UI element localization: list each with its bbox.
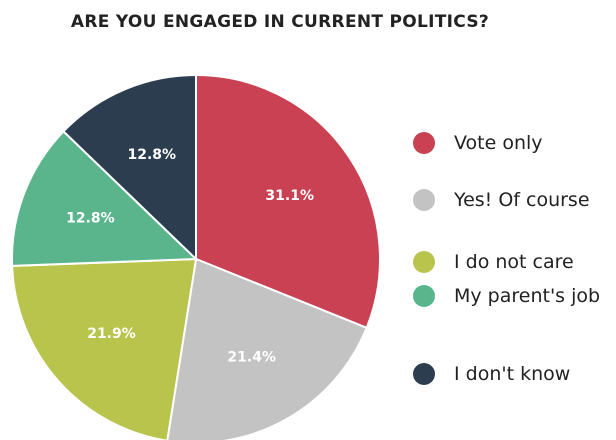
legend-label: Yes! Of course bbox=[454, 189, 590, 211]
legend-label: Vote only bbox=[454, 132, 543, 154]
pie-slice bbox=[195, 73, 381, 330]
legend-item: My parent's job bbox=[413, 285, 600, 307]
chart-title: ARE YOU ENGAGED IN CURRENT POLITICS? bbox=[70, 12, 490, 32]
pie-slice bbox=[11, 257, 198, 440]
pie-slices bbox=[11, 73, 381, 440]
pie-slice bbox=[11, 129, 199, 267]
legend-swatch bbox=[413, 132, 435, 154]
slice-value-label: 12.8% bbox=[128, 147, 177, 163]
legend-item: Vote only bbox=[413, 132, 543, 154]
legend-swatch bbox=[413, 363, 435, 385]
legend-item: I do not care bbox=[413, 251, 574, 273]
legend-label: I do not care bbox=[454, 251, 574, 273]
slice-value-label: 31.1% bbox=[265, 188, 314, 204]
legend-swatch bbox=[413, 285, 435, 307]
slice-value-label: 12.8% bbox=[66, 211, 115, 227]
pie-slice bbox=[166, 257, 368, 440]
slice-value-label: 21.4% bbox=[227, 349, 276, 365]
legend-swatch bbox=[413, 251, 435, 273]
legend-swatch bbox=[413, 189, 435, 211]
legend-item: I don't know bbox=[413, 363, 570, 385]
legend-label: I don't know bbox=[454, 363, 571, 385]
legend-item: Yes! Of course bbox=[413, 189, 590, 211]
pie-slice bbox=[62, 73, 197, 262]
legend-label: My parent's job bbox=[454, 285, 601, 307]
slice-value-label: 21.9% bbox=[87, 326, 136, 342]
pie-value-labels: 31.1% 21.4% 21.9% 12.8% 12.8% bbox=[66, 147, 314, 365]
